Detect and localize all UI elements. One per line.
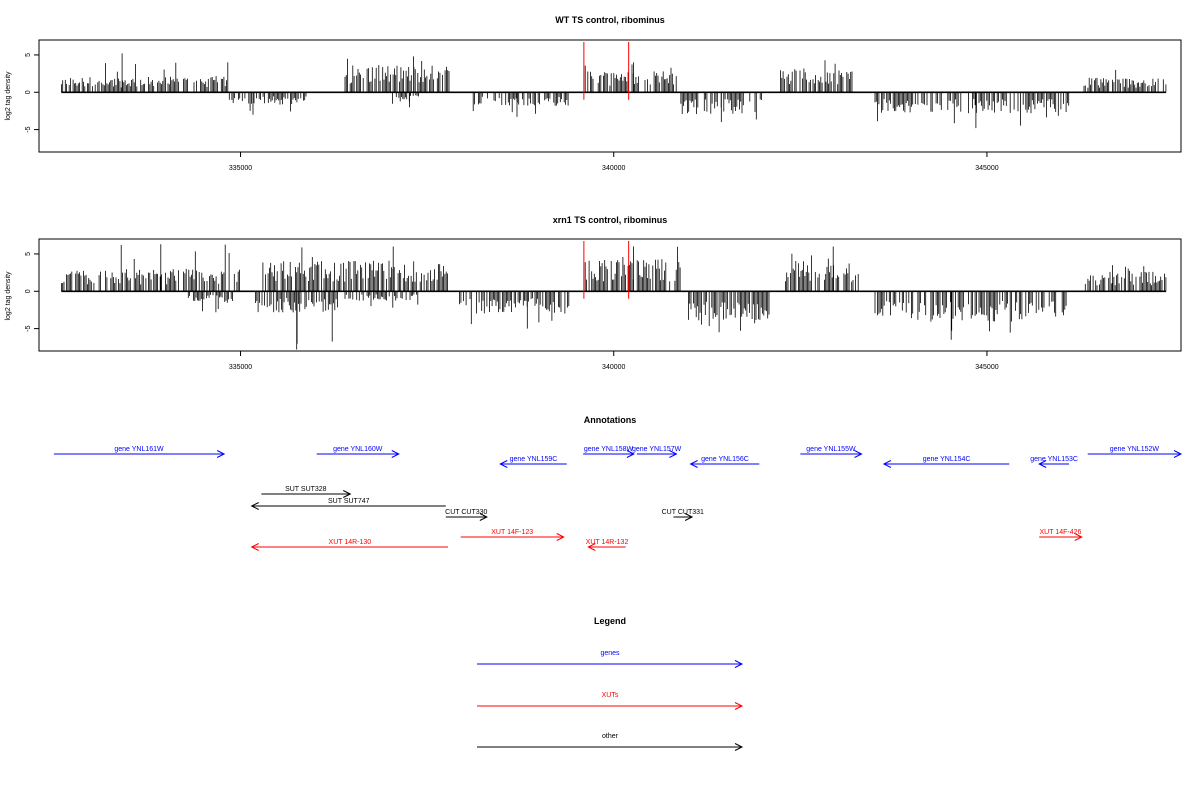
wt-y-axis: -5 0 5: [25, 53, 39, 133]
feature-arrow-head: [1038, 460, 1047, 468]
feature-arrow-head: [669, 450, 678, 458]
legend-arrow-genes-head: [734, 660, 744, 668]
legend-title: Legend: [594, 616, 626, 626]
xrn1-y-axis-label: log2 tag density: [5, 271, 12, 321]
legend-label: XUTs: [602, 692, 619, 699]
legend-label: genes: [600, 650, 620, 657]
feature-arrow-head: [882, 460, 892, 468]
feature-arrow-head: [250, 502, 259, 510]
xrn1-plot-frame: [38, 238, 1182, 352]
feature-arrow-head: [1173, 450, 1183, 458]
xrn1-y-tick-label: -5: [25, 325, 32, 331]
xrn1-y-axis: -5 0 5: [25, 252, 39, 332]
feature-label: gene YNL159C: [510, 456, 558, 463]
feature-label: SUT SUT747: [328, 498, 370, 505]
feature-arrow-head: [391, 450, 400, 458]
feature-arrow-head: [343, 490, 352, 498]
wt-x-tick-label: 335000: [229, 165, 252, 172]
feature-arrow-head: [689, 460, 698, 468]
feature-label: gene YNL160W: [333, 446, 383, 453]
wt-y-tick-label: -5: [25, 126, 32, 132]
feature-arrow-head: [479, 513, 488, 521]
feature-arrow-head: [556, 533, 565, 541]
feature-label: gene YNL152W: [1110, 446, 1160, 453]
wt-density-panel: WT TS control, ribominus 335000 340000 345…: [5, 15, 1182, 172]
feature-label: gene YNL157W: [632, 446, 682, 453]
xrn1-x-tick-label: 340000: [602, 364, 625, 371]
xrn1-x-axis: 335000 340000 345000: [229, 351, 999, 371]
feature-arrow-head: [1074, 533, 1083, 541]
wt-plot-frame: [38, 39, 1182, 153]
feature-arrow-head: [499, 460, 508, 468]
feature-label: SUT SUT328: [285, 486, 327, 493]
feature-arrow-head: [250, 543, 259, 551]
feature-label: CUT CUT330: [445, 509, 487, 516]
xrn1-bar-series: [61, 241, 1167, 350]
feature-arrow-head: [626, 450, 636, 458]
xrn1-x-tick-label: 335000: [229, 364, 252, 371]
legend-arrow-other-head: [734, 743, 744, 751]
feature-arrow-head: [684, 513, 694, 521]
feature-arrow-head: [587, 543, 596, 551]
xrn1-panel-title: xrn1 TS control, ribominus: [553, 215, 668, 225]
wt-y-axis-label: log2 tag density: [5, 71, 12, 121]
feature-label: XUT 14F-123: [491, 529, 533, 536]
feature-label: gene YNL153C: [1030, 456, 1078, 463]
feature-label: gene YNL156C: [701, 456, 749, 463]
wt-bar-series: [61, 42, 1167, 129]
legend-label: other: [602, 733, 619, 740]
legend: Legend genes XUTs other: [477, 616, 744, 751]
wt-y-tick-label: 0: [25, 90, 32, 94]
legend-arrow-xuts-head: [734, 702, 744, 710]
feature-arrow-head: [854, 450, 863, 458]
wt-x-tick-label: 340000: [602, 165, 625, 172]
feature-label: gene YNL161W: [114, 446, 164, 453]
xrn1-y-tick-label: 5: [25, 252, 32, 256]
wt-x-tick-label: 345000: [975, 165, 998, 172]
annotations-track: Annotations gene YNL161W gene YNL160W gene…: [53, 415, 1183, 551]
feature-label: gene YNL158W: [584, 446, 634, 453]
feature-label: CUT CUT331: [662, 509, 704, 516]
xrn1-x-tick-label: 345000: [975, 364, 998, 371]
feature-label: XUT 14R-132: [586, 539, 629, 546]
annotations-title: Annotations: [584, 415, 637, 425]
wt-x-axis: 335000 340000 345000: [229, 152, 999, 172]
xrn1-density-panel: xrn1 TS control, ribominus 335000 340000 3…: [5, 215, 1182, 371]
feature-label: XUT 14R-130: [329, 539, 372, 546]
feature-label: gene YNL154C: [923, 456, 971, 463]
wt-panel-title: WT TS control, ribominus: [555, 15, 665, 25]
xrn1-y-tick-label: 0: [25, 289, 32, 293]
feature-label: gene YNL155W: [806, 446, 856, 453]
wt-y-tick-label: 5: [25, 53, 32, 57]
feature-label: XUT 14F-426: [1040, 529, 1082, 536]
feature-arrow-head: [216, 450, 226, 458]
